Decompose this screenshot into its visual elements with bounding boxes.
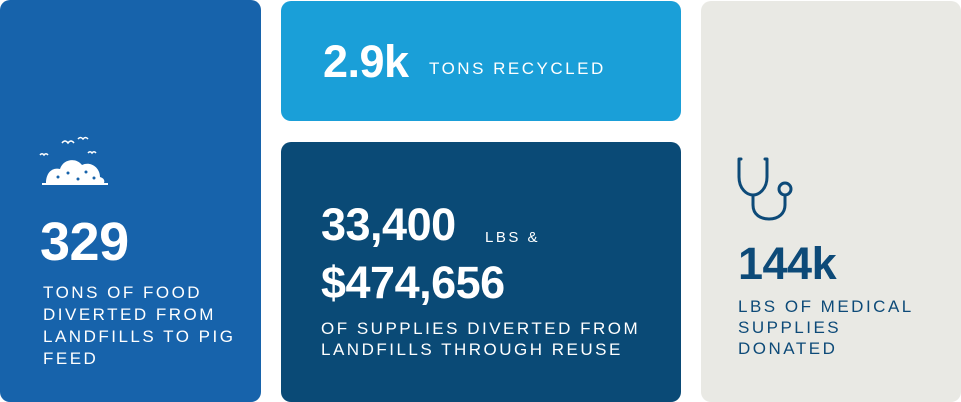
food-tons-label: TONS OF FOOD DIVERTED FROM LANDFILLS TO … bbox=[43, 283, 236, 368]
supplies-label: OF SUPPLIES DIVERTED FROM LANDFILLS THRO… bbox=[321, 319, 641, 359]
stethoscope-icon bbox=[737, 157, 793, 221]
supplies-diverted-card: 33,400 LBS & $474,656 OF SUPPLIES DIVERT… bbox=[281, 142, 681, 402]
recycled-label: TONS RECYCLED bbox=[429, 59, 606, 78]
medical-value: 144k bbox=[738, 238, 837, 289]
medical-label: LBS OF MEDICAL SUPPLIES DONATED bbox=[738, 297, 914, 358]
tons-recycled-card: 2.9k TONS RECYCLED bbox=[281, 1, 681, 121]
food-diverted-card: 329 TONS OF FOOD DIVERTED FROM LANDFILLS… bbox=[0, 0, 261, 402]
supplies-lbs-value: 33,400 bbox=[321, 199, 456, 250]
compost-pile-icon bbox=[39, 136, 108, 185]
medical-supplies-card: 144k LBS OF MEDICAL SUPPLIES DONATED bbox=[701, 1, 961, 402]
supplies-lbs-unit: LBS & bbox=[485, 229, 541, 246]
supplies-dollar-value: $474,656 bbox=[321, 257, 505, 308]
food-tons-value: 329 bbox=[40, 212, 129, 272]
recycled-value: 2.9k bbox=[323, 36, 409, 87]
